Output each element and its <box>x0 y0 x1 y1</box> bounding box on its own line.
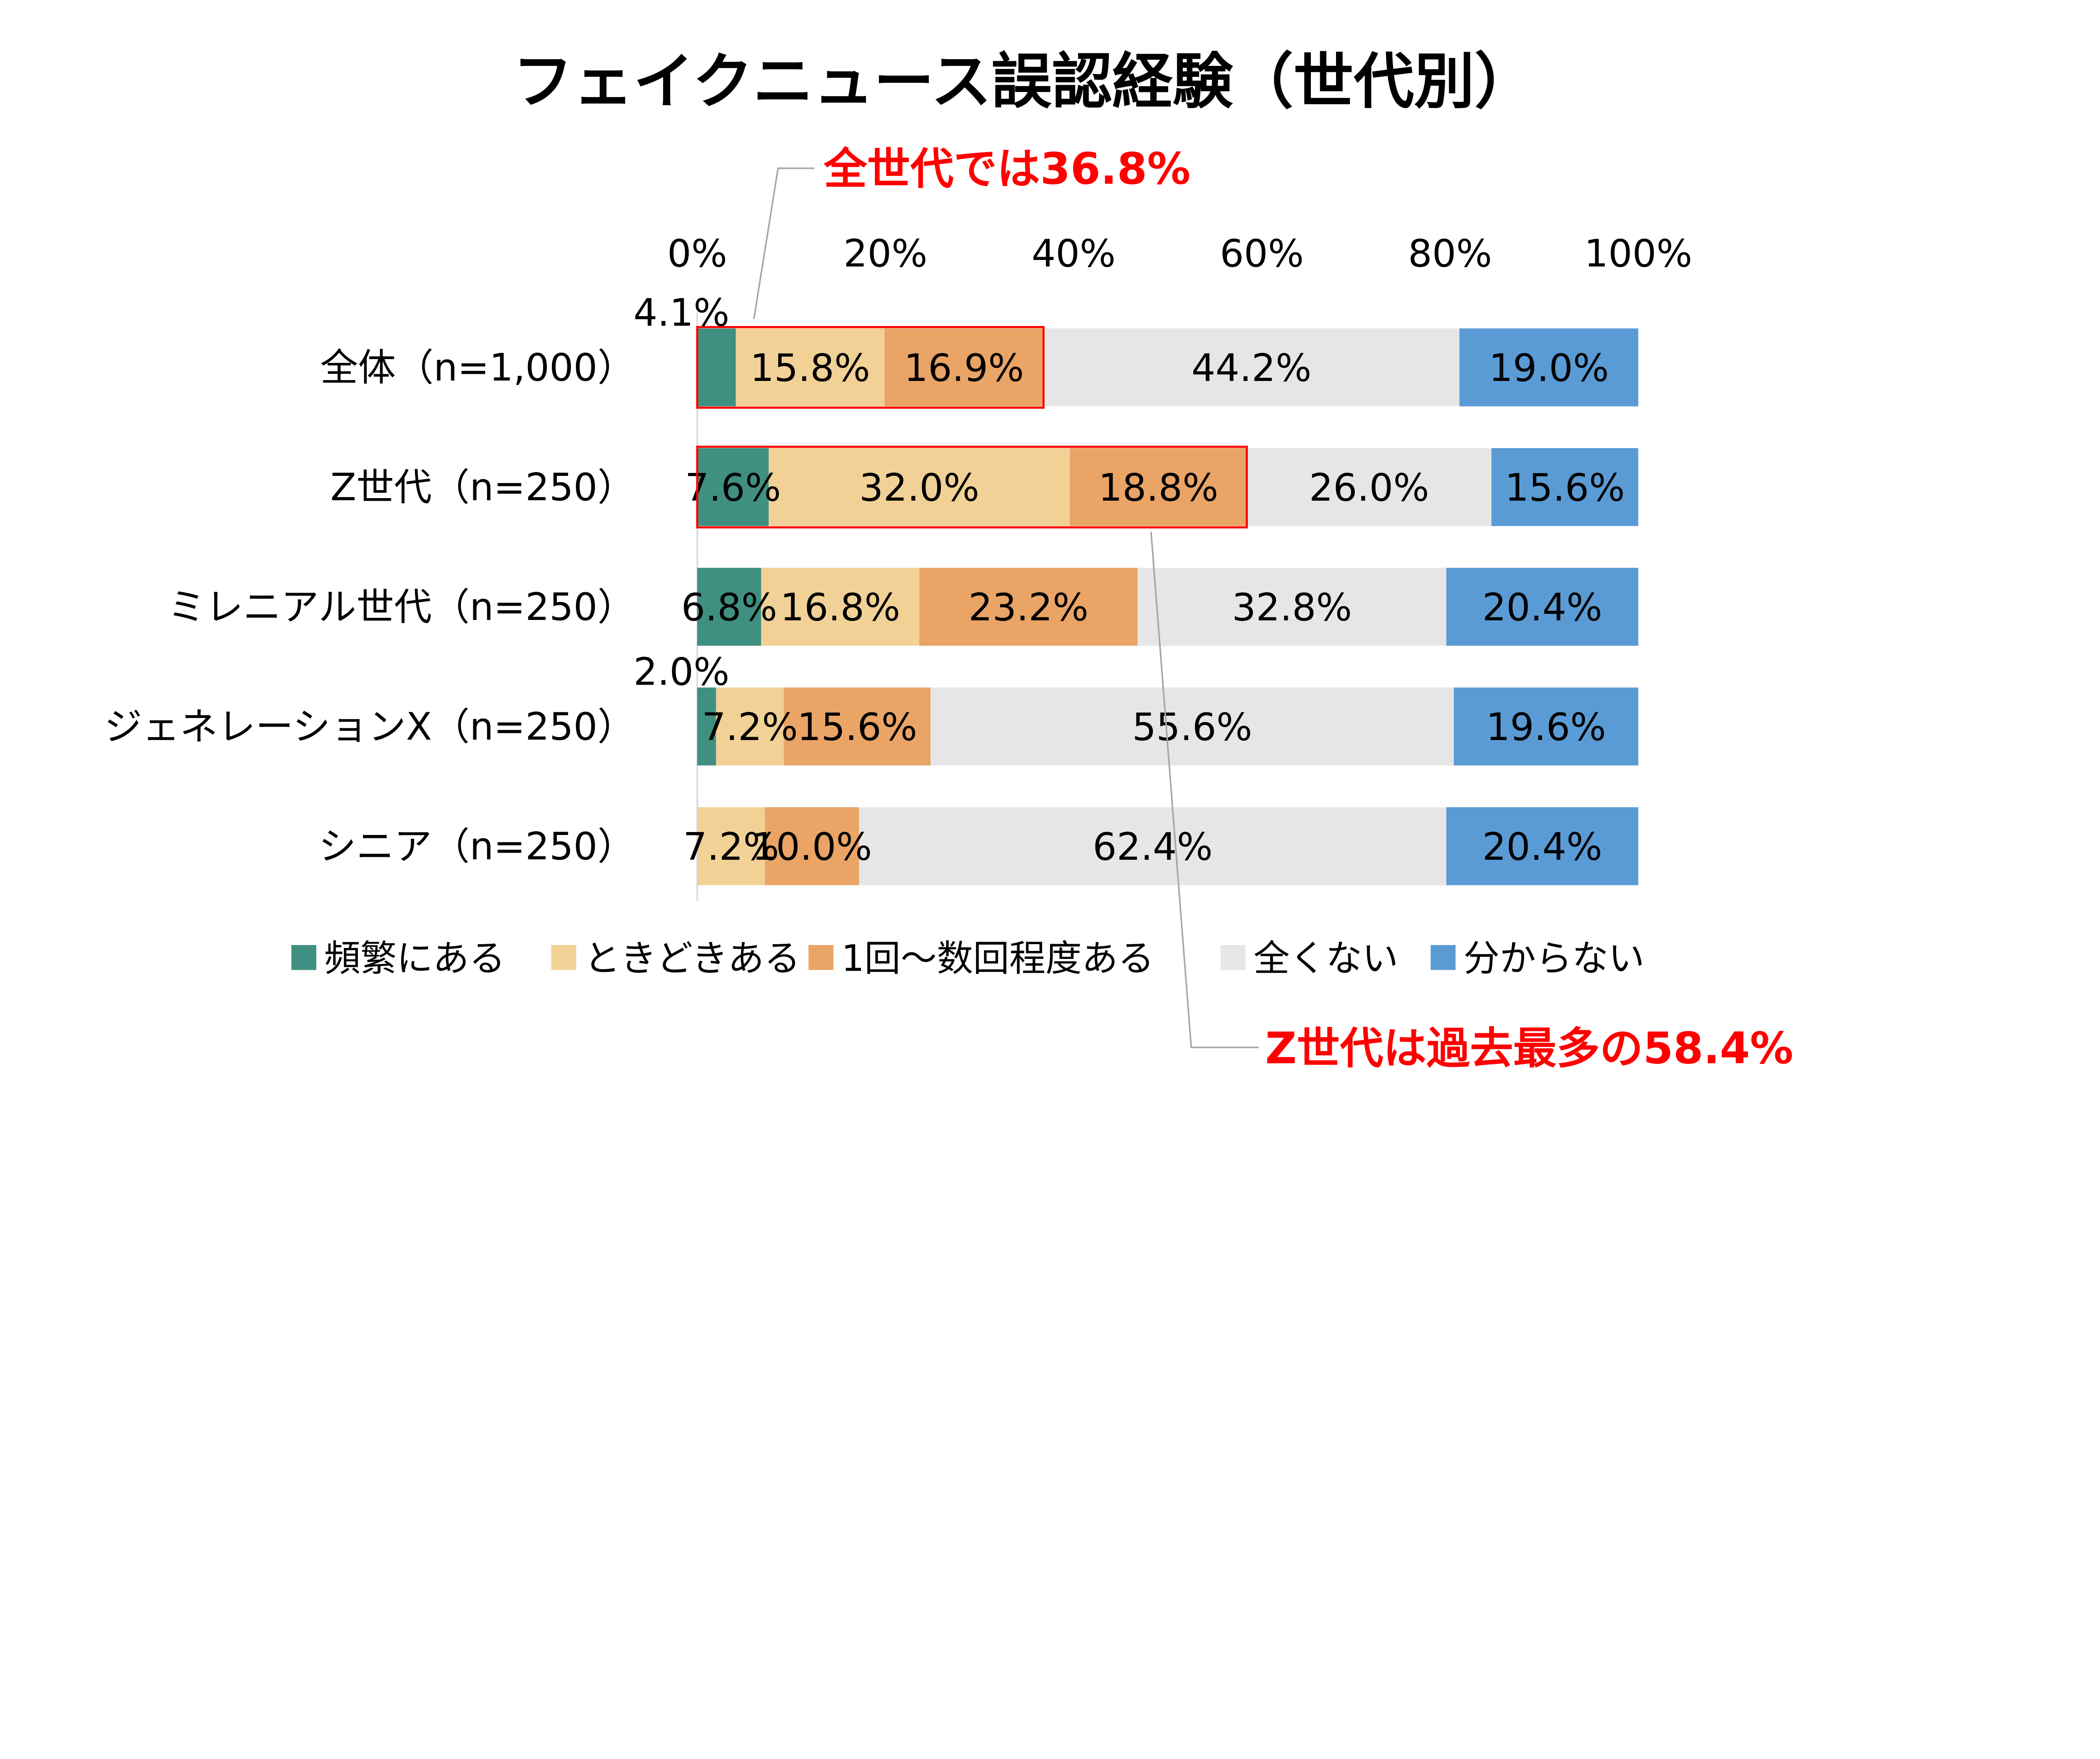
leader-line <box>1150 532 1259 1048</box>
annotation-text: Z世代は過去最多の58.4% <box>1265 1023 1793 1074</box>
data-label: 15.8% <box>750 346 870 390</box>
data-label: 7.6% <box>685 466 781 510</box>
bar-segment <box>1070 448 1247 526</box>
data-label: 18.8% <box>1098 466 1218 510</box>
data-label: 44.2% <box>1192 346 1312 390</box>
bar-segment <box>884 328 1044 407</box>
legend-label: ときどきある <box>584 937 801 979</box>
data-label: 26.0% <box>1309 466 1429 510</box>
highlight-box <box>696 446 1248 529</box>
bar-segment <box>697 567 761 646</box>
legend-label: 頻繁にある <box>324 937 505 979</box>
data-label: 20.4% <box>1482 825 1602 869</box>
bar-segment <box>769 448 1070 526</box>
bar-segment <box>1491 448 1638 526</box>
x-tick-label: 40% <box>1032 231 1116 276</box>
stacked-bar-chart: フェイクニュース誤認経験（世代別） 0% 20% 40% 60% 80% 100% 全体（… <box>104 47 1793 1074</box>
legend-swatch <box>808 945 834 970</box>
data-label: 15.6% <box>797 705 917 749</box>
bar-segment <box>716 687 784 766</box>
bar-segment <box>735 328 885 407</box>
data-label: 32.8% <box>1232 585 1352 630</box>
category-label: Z世代（n=250） <box>331 465 635 509</box>
bar-segment <box>930 687 1454 766</box>
bar-segment <box>697 448 769 526</box>
data-label: 55.6% <box>1132 705 1252 749</box>
bar-segment <box>697 328 736 407</box>
data-label: 62.4% <box>1093 825 1213 869</box>
data-label: 16.9% <box>904 346 1024 390</box>
leader-line <box>753 167 814 319</box>
bar-segment <box>1043 328 1460 407</box>
legend-swatch <box>1431 945 1456 970</box>
data-label: 6.8% <box>681 585 777 630</box>
bar-segment <box>1459 328 1638 407</box>
legend-swatch <box>291 945 317 970</box>
bar-segment <box>1446 567 1638 646</box>
highlight-box <box>696 326 1045 409</box>
category-label: ミレニアル世代（n=250） <box>168 585 635 629</box>
bar-segment <box>697 807 765 885</box>
bar-segment <box>859 807 1446 885</box>
data-label: 4.1% <box>633 291 730 335</box>
x-tick-label: 0% <box>667 231 727 276</box>
legend-label: 分からない <box>1463 937 1644 979</box>
data-label: 19.6% <box>1486 705 1606 749</box>
bar-segment <box>1454 687 1638 766</box>
data-label: 20.4% <box>1482 585 1602 630</box>
data-label: 23.2% <box>969 585 1089 630</box>
data-label: 32.0% <box>859 466 979 510</box>
bar-segment <box>765 807 859 885</box>
data-label: 7.2% <box>683 825 779 869</box>
bar-segment <box>1446 807 1638 885</box>
x-tick-label: 20% <box>843 231 927 276</box>
legend-label: 1回～数回程度ある <box>841 937 1154 979</box>
data-label: 7.2% <box>702 705 798 749</box>
bar-segment <box>697 687 716 766</box>
bar-segment <box>919 567 1138 646</box>
x-tick-label: 100% <box>1584 231 1692 276</box>
legend-swatch <box>1221 945 1246 970</box>
bar-segment <box>784 687 931 766</box>
legend-swatch <box>551 945 576 970</box>
bar-segment <box>1247 448 1492 526</box>
chart-title: フェイクニュース誤認経験（世代別） <box>513 47 1535 117</box>
legend-label: 全くない <box>1253 937 1398 979</box>
bar-segment <box>761 567 919 646</box>
data-label: 16.8% <box>780 585 900 630</box>
data-label: 10.0% <box>752 825 872 869</box>
bar-segment <box>1137 567 1446 646</box>
data-label: 19.0% <box>1489 346 1609 390</box>
annotation-text: 全世代では36.8% <box>823 144 1190 194</box>
category-label: 全体（n=1,000） <box>320 346 635 390</box>
category-label: シニア（n=250） <box>318 824 635 869</box>
data-label: 2.0% <box>633 650 730 694</box>
x-tick-label: 80% <box>1408 231 1492 276</box>
x-tick-label: 60% <box>1220 231 1304 276</box>
data-label: 15.6% <box>1505 466 1625 510</box>
category-label: ジェネレーションX（n=250） <box>104 705 635 749</box>
